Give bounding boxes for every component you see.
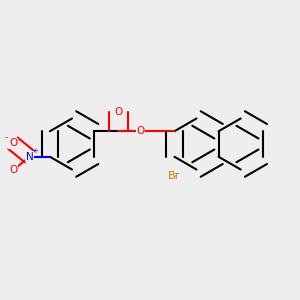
Text: O: O: [114, 107, 122, 117]
Text: N: N: [26, 152, 33, 162]
Text: +: +: [32, 148, 38, 154]
Text: -: -: [5, 133, 8, 142]
Text: Br: Br: [168, 171, 181, 181]
Text: O: O: [136, 126, 145, 136]
Text: O: O: [9, 165, 17, 175]
Text: O: O: [9, 138, 17, 148]
